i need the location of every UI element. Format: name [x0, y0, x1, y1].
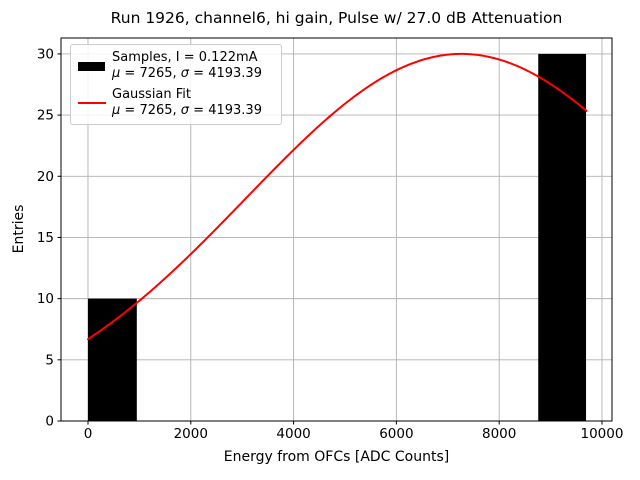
- x-tick-label: 0: [84, 426, 93, 442]
- x-tick-label: 6000: [379, 426, 413, 442]
- y-tick-label: 25: [37, 108, 54, 124]
- x-tick-label: 10000: [581, 426, 624, 442]
- chart-title: Run 1926, channel6, hi gain, Pulse w/ 27…: [110, 9, 563, 27]
- y-tick-label: 10: [37, 291, 54, 307]
- histogram-bar: [87, 298, 137, 421]
- y-tick-label: 20: [37, 169, 54, 185]
- y-tick-label: 5: [45, 352, 54, 368]
- y-tick-label: 0: [45, 414, 54, 430]
- samples-swatch-icon: [78, 61, 105, 71]
- legend-box: Samples, I = 0.122mA μ = 7265, σ = 4193.…: [70, 44, 282, 125]
- x-tick-label: 4000: [276, 426, 310, 442]
- legend-samples-stats: μ = 7265, σ = 4193.39: [112, 66, 262, 81]
- legend-fit-label: Gaussian Fit: [112, 87, 192, 102]
- legend-fit-stats: μ = 7265, σ = 4193.39: [112, 103, 262, 118]
- gaussian-fit-curve: [86, 52, 588, 341]
- legend-samples-label: Samples, I = 0.122mA: [112, 50, 258, 65]
- legend-entry-samples: Samples, I = 0.122mA μ = 7265, σ = 4193.…: [78, 50, 273, 82]
- axes-spines: [60, 37, 613, 422]
- histogram-bar: [538, 53, 587, 421]
- y-tick-label: 30: [37, 46, 54, 62]
- legend-entry-gaussian-fit: Gaussian Fit μ = 7265, σ = 4193.39: [78, 87, 273, 119]
- y-tick-label: 15: [37, 230, 54, 246]
- y-axis-label: Entries: [11, 204, 27, 254]
- x-axis-label: Energy from OFCs [ADC Counts]: [223, 449, 450, 465]
- x-tick-label: 8000: [482, 426, 516, 442]
- gaussian-fit-swatch-icon: [78, 102, 106, 104]
- x-tick-label: 2000: [174, 426, 208, 442]
